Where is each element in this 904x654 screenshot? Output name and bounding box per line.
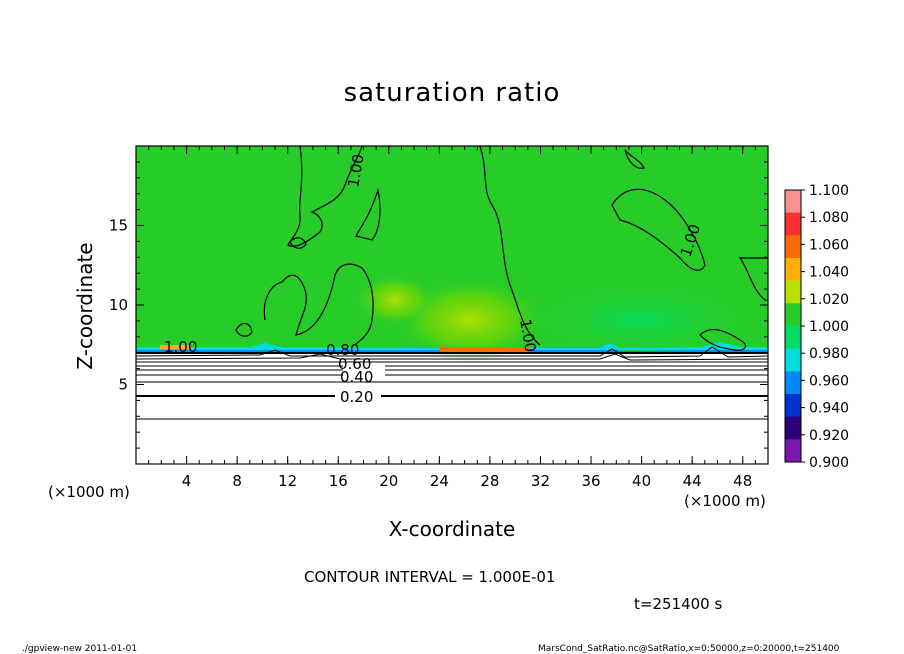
contour-label-bg: [335, 388, 381, 404]
contour-label: 0.40: [340, 368, 373, 386]
y-tick-label: 10: [109, 296, 128, 314]
colorbar-swatch: [785, 348, 801, 372]
contour-line-1.00: [699, 328, 747, 351]
x-tick-label: 40: [632, 472, 651, 490]
contour-line-1.00: [611, 188, 706, 271]
boundary-line: [136, 352, 768, 354]
x-tick-label: 36: [581, 472, 600, 490]
x-tick-label: 28: [480, 472, 499, 490]
colorbar: 1.100 1.080 1.060 1.040 1.020 1.000 0.980 0.960…: [784, 183, 849, 471]
colorbar-swatch: [785, 394, 801, 418]
x-tick-label: 20: [379, 472, 398, 490]
colorbar-label: 0.920: [809, 428, 849, 444]
contour-label: 0.80: [326, 341, 359, 359]
colorbar-swatch: [785, 190, 801, 214]
x-tick-label: 48: [733, 472, 752, 490]
x-axis: 4 8 12 16 20 24 28 32 36 40 44 48: [148, 146, 756, 490]
colorbar-label: 1.020: [809, 292, 849, 308]
colorbar-label: 0.940: [809, 401, 849, 417]
contour-line-1.00: [355, 187, 381, 241]
chart-title: saturation ratio: [344, 78, 561, 108]
colorbar-swatch: [785, 280, 801, 304]
x-tick-label: 16: [329, 472, 348, 490]
subsaturated-region: [520, 280, 760, 360]
plot-area: 1.00 1.00 1.00 1.00 0.80 0.60 0.40 0.20: [136, 146, 768, 464]
footer-right: MarsCond_SatRatio.nc@SatRatio,x=0:50000,…: [538, 644, 840, 654]
x-axis-label: X-coordinate: [389, 517, 516, 541]
contour-line-0.90: [136, 346, 768, 358]
y-tick-label: 5: [118, 376, 128, 394]
warm-strip: [160, 345, 190, 349]
contour-line-1.00: [289, 237, 307, 249]
warm-strip: [440, 347, 530, 352]
colorbar-swatch: [785, 212, 801, 236]
colorbar-swatch: [785, 303, 801, 327]
colorbar-label: 1.100: [809, 183, 849, 199]
colorbar-label: 1.060: [809, 237, 849, 253]
supersaturated-region: [355, 275, 435, 325]
colorbar-swatch: [785, 416, 801, 440]
colorbar-label: 1.000: [809, 319, 849, 335]
x-unit-label-right: (×1000 m): [684, 492, 766, 510]
x-tick-label: 32: [531, 472, 550, 490]
x-tick-label: 44: [683, 472, 702, 490]
y-axis-label: Z-coordinate: [73, 242, 97, 369]
contour-label: 0.60: [338, 355, 371, 373]
colorbar-swatch: [785, 326, 801, 350]
contour-label: 1.00: [344, 153, 368, 189]
x-tick-label: 4: [182, 472, 192, 490]
footer-left: ./gpview-new 2011-01-01: [22, 644, 137, 654]
colorbar-label: 0.980: [809, 346, 849, 362]
colorbar-label: 0.900: [809, 455, 849, 471]
field-lower: [136, 352, 768, 464]
contour-line-0.80: [136, 353, 768, 361]
contour-line-1.00: [263, 263, 374, 346]
colorbar-swatch: [785, 235, 801, 259]
colorbar-label: 1.080: [809, 210, 849, 226]
colorbar-label: 1.040: [809, 265, 849, 281]
contour-label: 1.00: [516, 318, 540, 354]
y-tick-label: 15: [109, 217, 128, 235]
x-tick-label: 12: [278, 472, 297, 490]
colorbar-label: 0.960: [809, 373, 849, 389]
colorbar-swatch: [785, 439, 801, 463]
boundary-band-cyan: [136, 342, 768, 350]
contour-line-1.00: [479, 146, 541, 346]
colorbar-swatch: [785, 258, 801, 282]
colorbar-swatch: [785, 371, 801, 395]
contour-line-1.00: [287, 146, 363, 247]
contour-interval-text: CONTOUR INTERVAL = 1.000E-01: [304, 568, 555, 586]
y-axis: 5 10 15: [109, 161, 768, 449]
contour-line-1.00: [624, 149, 645, 169]
time-text: t=251400 s: [634, 595, 722, 613]
contour-line-1.00: [235, 322, 253, 337]
x-tick-label: 24: [430, 472, 449, 490]
x-unit-label-left: (×1000 m): [48, 483, 130, 501]
contour-label-bg: [343, 365, 385, 381]
contour-label: 0.20: [340, 388, 373, 406]
contour-label: 1.00: [164, 338, 197, 356]
x-tick-label: 8: [232, 472, 242, 490]
